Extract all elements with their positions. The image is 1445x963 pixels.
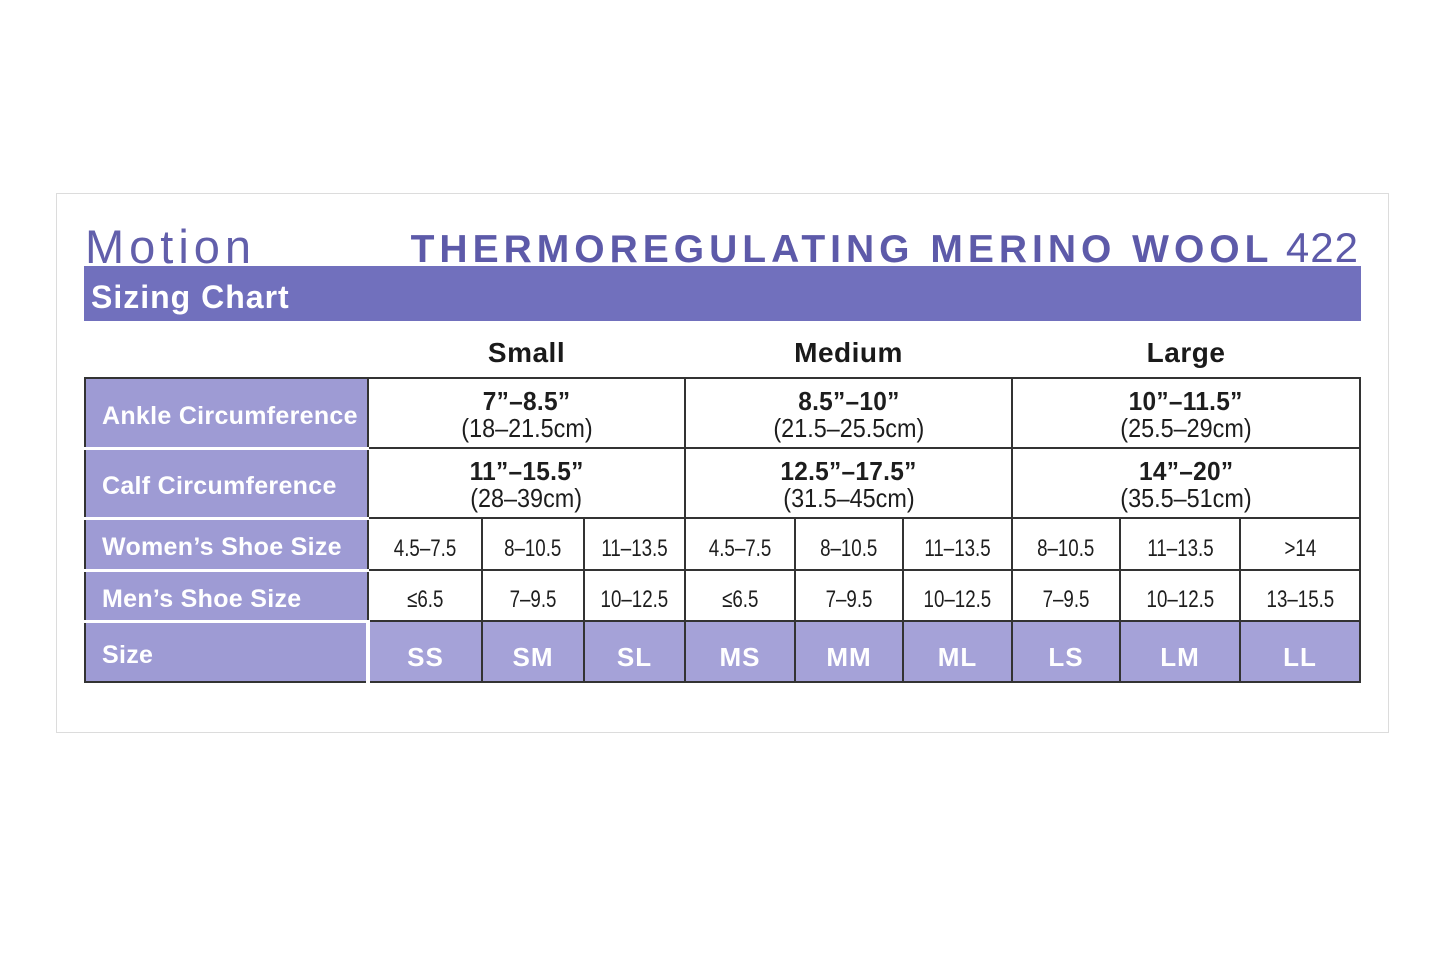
size-cell-mm: MM [794,620,904,683]
value-text: (28–39cm) [470,483,583,513]
mens-cell-7: 7–9.5 [1011,569,1122,622]
ankle-medium-cm: (21.5–25.5cm) [686,415,1011,441]
value-text: ≤6.5 [406,586,444,613]
womens-cell-2: 8–10.5 [481,517,585,571]
calf-large-cell: 14”–20” (35.5–51cm) [1011,447,1362,519]
group-header-medium: Medium [794,337,903,368]
mens-cell-2: 7–9.5 [481,569,585,622]
value-text: (31.5–45cm) [782,483,915,513]
value-text: 11–13.5 [601,534,668,562]
mens-shoe-size-row: Men’s Shoe Size ≤6.5 7–9.5 10–12.5 ≤6.5 … [84,568,1362,623]
product-model-number: 422 [1285,224,1359,271]
value-text: 7–9.5 [825,586,873,613]
size-cell-ls: LS [1011,620,1122,683]
size-group-header-row: Small Medium Large [85,321,1360,378]
value-text: 11–13.5 [924,534,991,562]
row-label-mens-shoe-size: Men’s Shoe Size [84,568,369,623]
value-text: 10–12.5 [600,586,669,613]
ankle-medium-cell: 8.5”–10” (21.5–25.5cm) [683,377,1014,449]
womens-shoe-size-row: Women’s Shoe Size 4.5–7.5 8–10.5 11–13.5… [84,516,1362,572]
mens-cell-1: ≤6.5 [367,569,483,622]
calf-small-cell: 11”–15.5” (28–39cm) [367,447,686,519]
womens-cell-3: 11–13.5 [583,517,686,571]
value-text: 4.5–7.5 [393,534,457,562]
womens-cell-1: 4.5–7.5 [367,517,483,571]
ankle-small-cell: 7”–8.5” (18–21.5cm) [367,377,686,449]
value-text: 7–9.5 [1042,586,1090,613]
group-header-spacer [85,321,368,378]
womens-cell-4: 4.5–7.5 [684,517,796,571]
value-text: 7–9.5 [509,586,557,613]
calf-small-inches: 11”–15.5” [369,457,684,485]
calf-medium-cm: (31.5–45cm) [686,485,1011,511]
value-text: (25.5–29cm) [1120,413,1252,443]
product-title: THERMOREGULATING MERINO WOOL [410,228,1274,271]
calf-large-inches: 14”–20” [1013,457,1359,485]
sizing-chart-banner: Sizing Chart [84,266,1361,321]
value-text: (21.5–25.5cm) [773,413,924,443]
mens-cell-9: 13–15.5 [1239,569,1362,622]
calf-medium-inches: 12.5”–17.5” [686,457,1011,485]
womens-cell-9: >14 [1239,517,1362,571]
size-cell-sl: SL [583,620,686,683]
value-text: 10–12.5 [923,586,992,613]
value-text: 7”–8.5” [482,386,571,416]
calf-small-cm: (28–39cm) [369,485,684,511]
value-text: 14”–20” [1138,456,1234,486]
size-cell-ms: MS [684,620,796,683]
size-cell-ss: SS [367,620,483,683]
value-text: ≤6.5 [721,586,759,613]
size-code-row: Size SS SM SL MS MM ML LS LM LL [84,619,1362,683]
value-text: 10–12.5 [1146,586,1214,613]
size-cell-sm: SM [481,620,585,683]
mens-cell-5: 7–9.5 [794,569,904,622]
ankle-large-cell: 10”–11.5” (25.5–29cm) [1011,377,1362,449]
group-header-small: Small [487,337,566,368]
value-text: >14 [1284,534,1316,562]
womens-cell-8: 11–13.5 [1119,517,1242,571]
row-label-size: Size [84,619,370,683]
womens-cell-7: 8–10.5 [1011,517,1122,571]
mens-cell-8: 10–12.5 [1119,569,1242,622]
mens-cell-6: 10–12.5 [901,569,1014,622]
calf-medium-cell: 12.5”–17.5” (31.5–45cm) [683,447,1014,519]
sizing-chart-banner-title: Sizing Chart [91,279,290,315]
row-label-ankle-circumference: Ankle Circumference [84,377,369,450]
ankle-small-inches: 7”–8.5” [369,387,684,415]
value-text: (35.5–51cm) [1120,483,1252,513]
size-cell-ll: LL [1239,620,1362,683]
sizing-chart-card: Motion THERMOREGULATING MERINO WOOL 422 … [56,193,1389,733]
ankle-medium-inches: 8.5”–10” [686,387,1011,415]
ankle-large-inches: 10”–11.5” [1013,387,1359,415]
size-cell-ml: ML [901,620,1014,683]
value-text: 8–10.5 [1037,534,1095,562]
value-text: 11–13.5 [1146,534,1214,562]
value-text: 12.5”–17.5” [780,456,917,486]
ankle-large-cm: (25.5–29cm) [1013,415,1359,441]
womens-cell-5: 8–10.5 [794,517,904,571]
value-text: 4.5–7.5 [708,534,772,562]
ankle-circumference-row: Ankle Circumference 7”–8.5” (18–21.5cm) … [84,377,1362,450]
value-text: 13–15.5 [1266,586,1334,613]
calf-large-cm: (35.5–51cm) [1013,485,1359,511]
size-cell-lm: LM [1119,620,1242,683]
group-header-large: Large [1146,337,1226,368]
value-text: 8.5”–10” [797,386,900,416]
card-header: Motion THERMOREGULATING MERINO WOOL 422 [84,194,1361,271]
brand-logo: Motion [85,220,257,273]
value-text: 8–10.5 [820,534,878,562]
value-text: 8–10.5 [504,534,562,562]
ankle-small-cm: (18–21.5cm) [369,415,684,441]
calf-circumference-row: Calf Circumference 11”–15.5” (28–39cm) 1… [84,446,1362,520]
value-text: 11”–15.5” [469,456,584,486]
row-label-calf-circumference: Calf Circumference [84,446,369,520]
sizing-table: Small Medium Large Ankle Circumference 7… [84,321,1362,683]
mens-cell-3: 10–12.5 [583,569,686,622]
mens-cell-4: ≤6.5 [684,569,796,622]
womens-cell-6: 11–13.5 [901,517,1014,571]
value-text: (18–21.5cm) [460,413,593,443]
value-text: 10”–11.5” [1129,386,1244,416]
product-title-row: THERMOREGULATING MERINO WOOL 422 [410,224,1359,271]
row-label-womens-shoe-size: Women’s Shoe Size [84,516,369,572]
